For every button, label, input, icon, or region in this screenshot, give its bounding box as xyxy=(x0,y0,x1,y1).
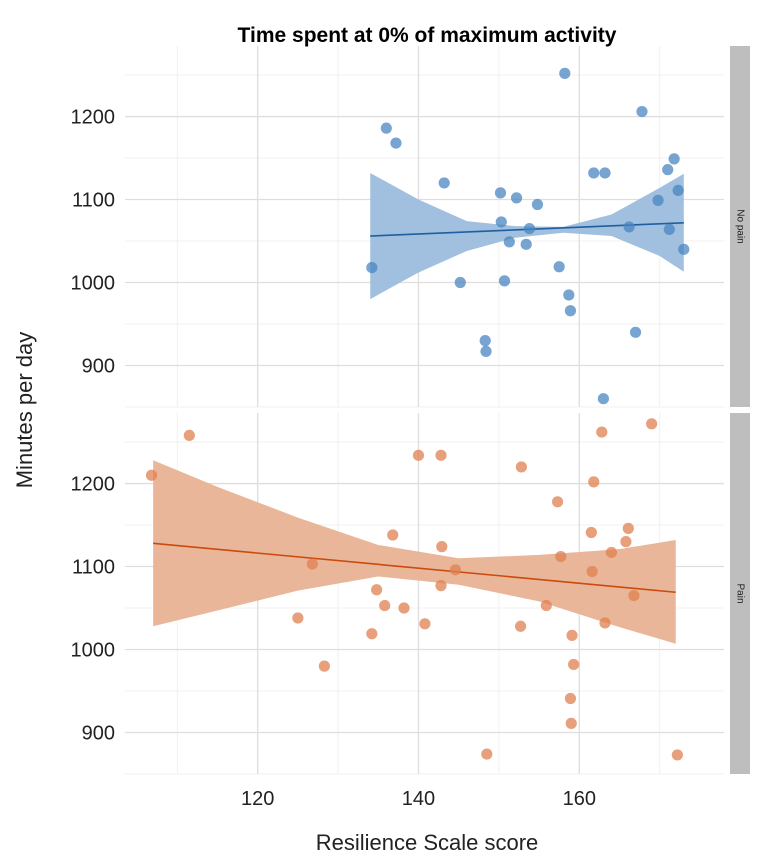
facet-strip-label: Pain xyxy=(734,583,745,603)
data-point xyxy=(597,393,609,405)
data-point xyxy=(366,628,378,640)
facet-strip xyxy=(730,46,750,407)
data-point xyxy=(551,496,564,508)
data-point xyxy=(671,749,683,761)
data-point xyxy=(515,461,527,473)
data-point xyxy=(629,326,642,338)
data-point xyxy=(564,692,577,705)
data-point xyxy=(318,660,330,672)
data-point xyxy=(435,449,447,461)
data-point xyxy=(672,184,684,196)
data-point xyxy=(145,469,158,481)
data-point xyxy=(531,198,544,211)
data-point xyxy=(540,599,552,612)
data-point xyxy=(387,529,399,541)
chart-title: Time spent at 0% of maximum activity xyxy=(238,24,617,47)
data-point xyxy=(514,620,527,632)
y-tick-label: 900 xyxy=(82,723,115,745)
data-point xyxy=(662,164,674,176)
x-axis-label: Resilience Scale score xyxy=(316,830,539,855)
y-tick-label: 1000 xyxy=(71,273,116,295)
y-tick-label: 1100 xyxy=(72,557,115,579)
regression-line xyxy=(153,542,676,594)
data-point xyxy=(495,216,507,228)
facet-panels: 900 1000 1100 1200 No pain 900 1000 1100 1200 Pai… xyxy=(71,46,750,810)
data-point xyxy=(663,223,675,236)
data-point xyxy=(585,526,597,539)
data-point xyxy=(449,564,462,576)
facet-strip xyxy=(730,413,750,774)
data-point xyxy=(623,221,635,233)
data-point xyxy=(419,618,431,630)
data-point xyxy=(559,67,571,79)
data-point xyxy=(568,658,580,671)
data-point xyxy=(498,275,511,287)
x-tick-label: 120 xyxy=(241,788,274,810)
data-point xyxy=(479,335,491,347)
facet-strip-label: No pain xyxy=(734,209,745,243)
data-point xyxy=(480,345,492,357)
data-point xyxy=(435,580,447,592)
data-point xyxy=(503,236,515,248)
x-tick-label: 140 xyxy=(402,788,435,810)
data-point xyxy=(438,177,450,189)
data-point xyxy=(628,589,640,602)
y-tick-label: 900 xyxy=(82,356,115,378)
data-point xyxy=(510,192,523,204)
data-point xyxy=(652,194,664,206)
x-tick-label: 160 xyxy=(563,788,596,810)
data-point xyxy=(622,522,634,534)
data-point xyxy=(494,187,507,199)
data-point xyxy=(520,238,532,250)
confidence-band xyxy=(370,172,684,300)
data-point xyxy=(564,305,577,317)
data-point xyxy=(586,565,598,578)
data-point xyxy=(668,153,680,165)
data-point xyxy=(678,243,690,255)
facet-panel-1: 900 1000 1100 1200 No pain xyxy=(71,46,750,408)
data-point xyxy=(605,546,618,559)
data-point xyxy=(306,558,318,570)
data-point xyxy=(379,599,391,612)
data-point xyxy=(599,167,611,179)
data-point xyxy=(555,550,567,563)
data-point xyxy=(620,536,632,548)
data-point xyxy=(436,541,448,553)
data-point xyxy=(588,167,600,179)
facet-panel-2: 900 1000 1100 1200 Pain xyxy=(71,413,750,775)
data-point xyxy=(390,137,402,149)
data-point xyxy=(646,418,658,430)
data-point xyxy=(454,276,466,289)
data-point xyxy=(292,612,304,624)
data-point xyxy=(412,449,425,461)
y-tick-label: 1200 xyxy=(71,107,116,129)
data-point xyxy=(380,122,392,134)
data-point xyxy=(183,429,195,442)
data-point xyxy=(366,261,378,274)
data-point xyxy=(565,717,577,729)
data-point xyxy=(523,222,536,235)
y-tick-label: 1200 xyxy=(71,474,116,496)
data-point xyxy=(588,476,600,488)
data-point xyxy=(596,426,608,438)
data-point xyxy=(553,261,565,273)
data-point xyxy=(563,289,575,301)
data-point xyxy=(636,105,648,118)
y-axis-label: Minutes per day xyxy=(12,332,37,489)
data-point xyxy=(371,584,383,596)
data-point xyxy=(599,617,611,629)
data-point xyxy=(566,629,578,642)
data-point xyxy=(398,602,410,614)
y-tick-label: 1000 xyxy=(71,640,116,662)
data-point xyxy=(481,748,493,760)
confidence-band xyxy=(153,460,676,644)
y-tick-label: 1100 xyxy=(72,190,115,212)
